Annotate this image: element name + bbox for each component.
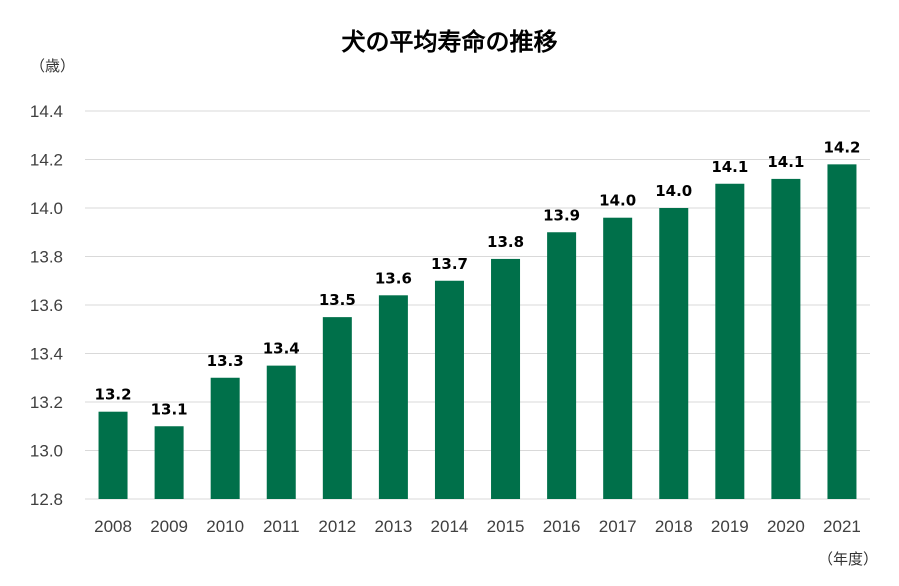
- bar-2014: [434, 280, 464, 499]
- y-axis-unit: （歳）: [30, 57, 76, 75]
- data-label-2020: 14.1: [767, 153, 804, 171]
- data-label-2010: 13.3: [207, 352, 244, 370]
- data-label-2016: 13.9: [543, 206, 580, 224]
- x-tick-label: 2021: [823, 517, 861, 536]
- y-tick-label: 13.4: [30, 345, 63, 364]
- y-tick-label: 12.8: [30, 490, 63, 509]
- x-tick-label: 2020: [767, 517, 805, 536]
- x-tick-label: 2013: [374, 517, 412, 536]
- bar-2009: [154, 426, 184, 499]
- data-label-2019: 14.1: [711, 158, 748, 176]
- y-tick-label: 14.0: [30, 199, 63, 218]
- chart-title: 犬の平均寿命の推移: [341, 28, 558, 56]
- bar-2013: [378, 295, 408, 499]
- bar-2011: [266, 365, 296, 499]
- bar-2019: [715, 183, 745, 499]
- y-tick-label: 13.2: [30, 393, 63, 412]
- x-tick-label: 2008: [94, 517, 132, 536]
- data-label-2012: 13.5: [319, 291, 356, 309]
- x-tick-label: 2017: [599, 517, 637, 536]
- data-label-2017: 14.0: [599, 192, 636, 210]
- y-tick-label: 13.8: [30, 248, 63, 267]
- data-label-2011: 13.4: [263, 340, 300, 358]
- x-tick-label: 2011: [263, 517, 300, 536]
- data-label-2009: 13.1: [151, 400, 188, 418]
- y-tick-label: 13.6: [30, 296, 63, 315]
- bar-2018: [659, 208, 689, 499]
- x-tick-label: 2012: [318, 517, 356, 536]
- x-tick-label: 2010: [206, 517, 244, 536]
- data-label-2008: 13.2: [95, 386, 132, 404]
- data-label-2018: 14.0: [655, 182, 692, 200]
- bar-2017: [603, 217, 633, 499]
- x-tick-label: 2014: [431, 517, 469, 536]
- bar-2020: [771, 178, 801, 499]
- bar-2021: [827, 164, 857, 499]
- bar-2016: [547, 232, 577, 499]
- x-axis-unit: （年度）: [818, 550, 879, 568]
- y-tick-label: 13.0: [30, 442, 63, 461]
- x-tick-label: 2019: [711, 517, 749, 536]
- data-label-2021: 14.2: [823, 138, 860, 156]
- bar-2015: [491, 258, 521, 499]
- bar-2008: [98, 411, 128, 499]
- data-label-2015: 13.8: [487, 233, 524, 251]
- y-tick-label: 14.4: [30, 102, 63, 121]
- data-label-2013: 13.6: [375, 269, 412, 287]
- bar-2012: [322, 317, 352, 499]
- x-tick-label: 2009: [150, 517, 188, 536]
- bar-2010: [210, 377, 240, 499]
- x-tick-label: 2018: [655, 517, 693, 536]
- x-tick-label: 2016: [543, 517, 581, 536]
- data-label-2014: 13.7: [431, 255, 468, 273]
- y-tick-label: 14.2: [30, 151, 63, 170]
- x-tick-label: 2015: [487, 517, 525, 536]
